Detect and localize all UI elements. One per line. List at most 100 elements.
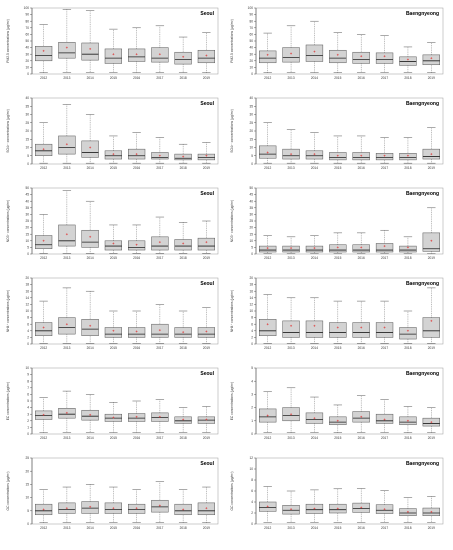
iqr-box [35,235,53,249]
y-tick-label: 35 [25,104,29,108]
y-tick-label: 6 [251,322,253,326]
box-2017 [375,35,394,73]
box-2017 [375,490,394,523]
y-axis-title: NO3⁻ concentrations (µg/m³) [230,200,234,242]
x-tick-label: 2017 [156,526,163,530]
x-tick-label: 2017 [381,76,388,80]
box-2019 [422,42,440,73]
x-tick-label: 2017 [156,166,163,170]
y-tick-label: 4 [27,329,29,333]
y-tick-label: 0 [27,252,29,256]
x-tick-label: 2017 [156,256,163,260]
x-tick-label: 2019 [203,256,210,260]
y-tick-label: 25 [25,121,29,125]
y-tick-label: 2 [251,406,253,410]
y-axis-title: PM2.5 concentrations (µg/m³) [6,19,10,63]
y-tick-label: 18 [25,283,29,287]
box-2014 [305,396,324,433]
y-tick-label: 70 [249,26,253,30]
y-tick-label: 5 [27,246,29,250]
y-axis-title: OC concentrations (µg/m³) [6,472,10,511]
y-tick-label: 35 [25,206,29,210]
iqr-box [81,319,99,336]
box-2016 [128,400,146,433]
iqr-box [375,52,394,64]
y-tick-label: 20 [249,129,253,133]
y-tick-label: 50 [249,39,253,43]
x-tick-label: 2017 [381,256,388,260]
iqr-box [259,319,277,336]
box-2012 [35,300,53,344]
iqr-box [35,322,53,336]
y-tick-label: 20 [25,276,29,280]
y-tick-label: 10 [249,309,253,313]
iqr-box [81,229,99,248]
iqr-box [399,245,417,253]
x-tick-label: 2014 [87,76,94,80]
y-tick-label: 6 [251,489,253,493]
x-tick-label: 2013 [63,436,70,440]
box-2017 [151,216,169,254]
y-tick-label: 25 [249,219,253,223]
y-tick-label: 10 [25,309,29,313]
panel-4-baengnyeong: 0 2 4 6 8 10 12 14 16 18 20 NH4⁺ concentrations (µg… [230,276,444,350]
y-tick-label: 30 [25,113,29,117]
x-tick-label: 2018 [404,436,411,440]
x-tick-label: 2018 [404,166,411,170]
y-tick-label: 20 [249,226,253,230]
box-2014 [305,235,324,254]
x-tick-label: 2015 [334,256,341,260]
x-tick-label: 2019 [203,346,210,350]
y-tick-label: 30 [25,213,29,217]
panel-3-baengnyeong: 0 5 10 15 20 25 30 35 40 45 50 NO3⁻ concentrations … [230,186,444,260]
y-tick-label: 30 [249,52,253,56]
iqr-box [81,140,99,158]
box-2019 [197,486,215,523]
iqr-box [104,240,122,251]
box-2019 [422,496,440,523]
box-2016 [128,27,146,73]
y-tick-label: 18 [249,283,253,287]
x-tick-label: 2016 [358,526,365,530]
box-2015 [329,135,347,164]
x-tick-label: 2016 [358,166,365,170]
box-2016 [128,489,146,523]
y-tick-label: 2 [27,336,29,340]
site-title: Baengnyeong [406,191,439,197]
site-title: Seoul [200,191,214,197]
box-2018 [174,222,192,254]
box-2018 [399,310,417,344]
box-2015 [104,28,122,73]
iqr-box [352,322,370,338]
site-title: Baengnyeong [406,101,439,107]
y-tick-label: 4 [251,379,253,383]
iqr-box [81,42,99,61]
x-tick-label: 2018 [180,436,187,440]
panel-1-seoul: 0 10 20 30 40 50 60 70 80 90 100 PM2.5 concentratio… [6,6,219,80]
box-2019 [197,32,215,73]
y-tick-label: 8 [251,316,253,320]
x-tick-label: 2016 [133,346,140,350]
y-tick-label: 2 [27,419,29,423]
y-tick-label: 0 [27,72,29,76]
x-tick-label: 2018 [180,166,187,170]
box-2015 [329,232,347,254]
y-tick-label: 15 [25,232,29,236]
y-tick-label: 90 [25,13,29,17]
y-tick-label: 12 [25,303,29,307]
y-tick-label: 15 [25,483,29,487]
x-tick-label: 2018 [404,526,411,530]
site-title: Baengnyeong [406,371,439,377]
y-tick-label: 45 [25,193,29,197]
x-tick-label: 2013 [63,346,70,350]
x-tick-label: 2015 [110,256,117,260]
box-2019 [197,406,215,433]
x-tick-label: 2015 [334,76,341,80]
box-2016 [128,132,146,164]
x-tick-label: 2015 [110,346,117,350]
x-tick-label: 2018 [404,256,411,260]
iqr-box [104,327,122,338]
site-title: Seoul [200,461,214,467]
box-2019 [197,307,215,344]
